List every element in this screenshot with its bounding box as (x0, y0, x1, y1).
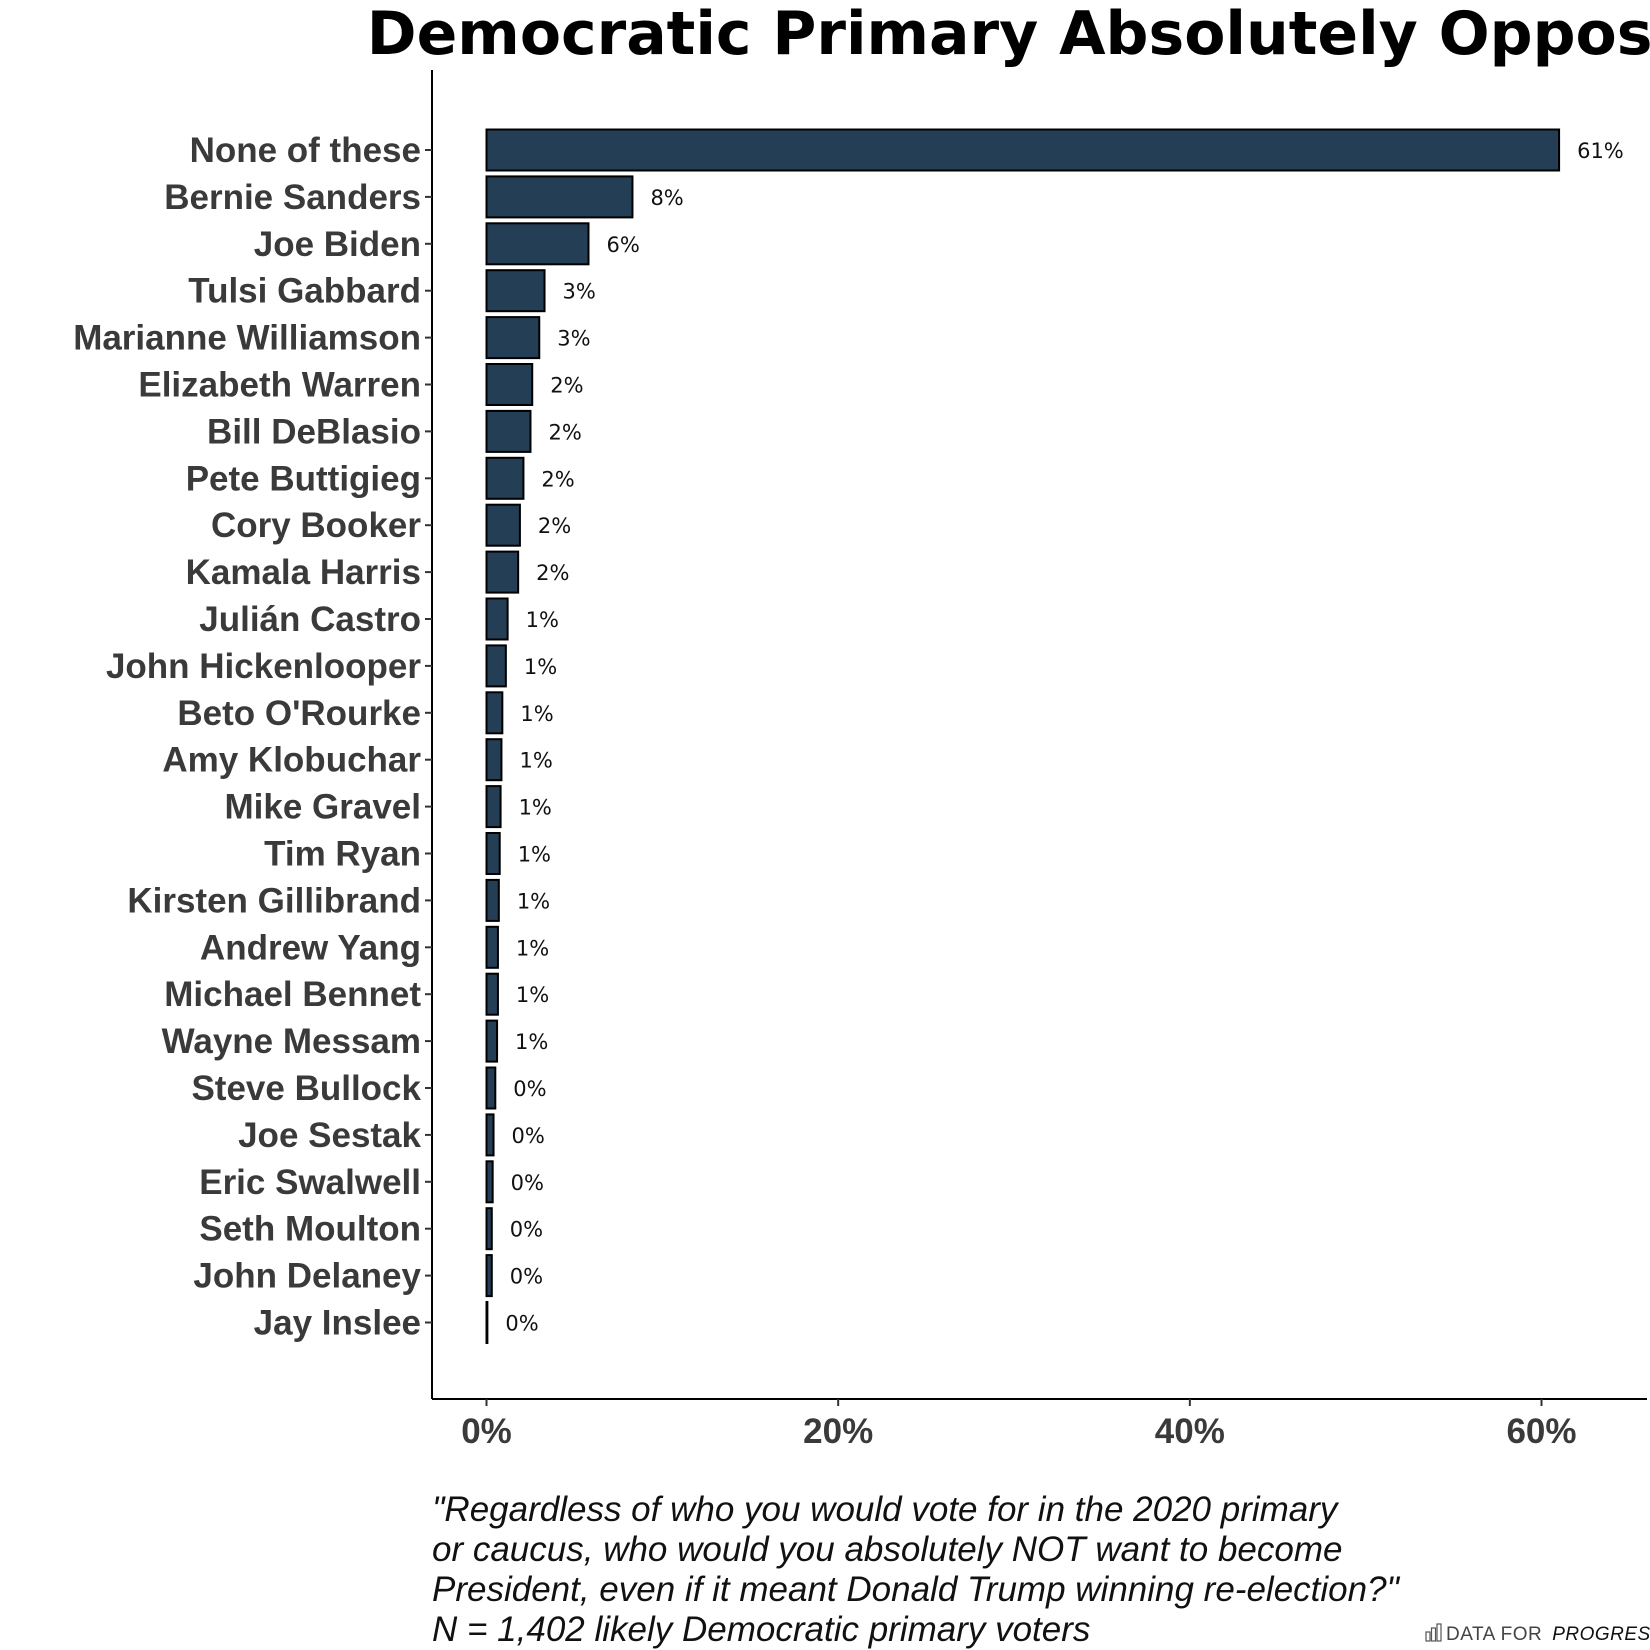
plot-area: None of these 61% Bernie Sanders 8% Joe Bide… (73, 70, 1647, 1451)
brand-data-text: DATA FOR (1446, 1624, 1542, 1645)
data-label: 1% (516, 936, 549, 960)
bar (485, 785, 502, 829)
bar (485, 503, 521, 547)
category-label: Elizabeth Warren (138, 366, 421, 405)
category-label: Tulsi Gabbard (188, 272, 421, 311)
category-label: Beto O'Rourke (177, 694, 421, 733)
bar (485, 1207, 493, 1251)
x-tick-label: 20% (803, 1412, 873, 1451)
bar (485, 878, 500, 922)
caption-line: President, even if it meant Donald Trump… (432, 1570, 1401, 1609)
bar (485, 175, 634, 219)
data-label: 0% (510, 1218, 543, 1242)
data-label: 0% (510, 1265, 543, 1289)
category-label: Bill DeBlasio (207, 412, 421, 451)
caption-line: N = 1,402 likely Democratic primary vote… (432, 1610, 1090, 1649)
bar (485, 925, 499, 969)
category-label: Pete Buttigieg (186, 459, 421, 498)
data-label: 2% (550, 374, 583, 398)
data-label: 3% (563, 280, 596, 304)
caption: "Regardless of who you would vote for in… (432, 1490, 1401, 1649)
category-label: Amy Klobuchar (162, 741, 421, 780)
bar (485, 363, 534, 406)
data-label: 0% (513, 1077, 546, 1101)
category-label: Kamala Harris (186, 553, 421, 592)
category-label: Julián Castro (199, 600, 421, 639)
data-label: 1% (519, 749, 552, 773)
bar (485, 456, 525, 500)
data-label: 1% (519, 796, 552, 820)
data-label: 0% (511, 1171, 544, 1195)
bar (485, 1254, 493, 1298)
category-label: John Delaney (193, 1257, 421, 1296)
category-label: Mike Gravel (225, 788, 422, 827)
svg-text:DATA FOR PROGRESS: DATA FOR PROGRESS (1446, 1624, 1650, 1645)
category-label: Kirsten Gillibrand (127, 881, 421, 920)
bar (485, 550, 520, 594)
data-label: 2% (538, 514, 571, 538)
data-label: 3% (557, 327, 590, 351)
bar (485, 644, 507, 688)
category-label: Cory Booker (211, 506, 421, 545)
data-label: 0% (512, 1124, 545, 1148)
bar (485, 222, 590, 266)
data-label: 1% (524, 655, 557, 679)
bar (485, 691, 504, 735)
caption-line: "Regardless of who you would vote for in… (432, 1490, 1340, 1529)
category-label: Joe Sestak (238, 1116, 421, 1155)
category-label: Michael Bennet (164, 975, 421, 1014)
data-label: 1% (526, 608, 559, 632)
category-label: Wayne Messam (162, 1022, 421, 1061)
bar (485, 832, 501, 875)
data-label: 2% (536, 561, 569, 585)
data-label: 0% (505, 1312, 538, 1336)
category-label: Andrew Yang (200, 928, 421, 967)
data-label: 61% (1577, 139, 1624, 163)
bar (485, 597, 509, 641)
category-label: Seth Moulton (199, 1210, 421, 1249)
data-label: 6% (606, 233, 639, 257)
data-label: 1% (520, 702, 553, 726)
bar (485, 1113, 495, 1157)
x-tick-label: 0% (461, 1412, 512, 1451)
data-label: 1% (518, 843, 551, 867)
x-tick-label: 60% (1506, 1412, 1576, 1451)
data-label: 1% (516, 983, 549, 1007)
bar (485, 409, 532, 453)
brand-logo: DATA FOR PROGRESS (1425, 1623, 1650, 1645)
data-label: 2% (548, 420, 581, 444)
category-label: John Hickenlooper (106, 647, 421, 686)
bar (485, 1160, 494, 1204)
brand-progress-text: PROGRESS (1552, 1624, 1650, 1645)
bar (485, 1066, 497, 1110)
x-tick-label: 40% (1155, 1412, 1225, 1451)
chart-title: Democratic Primary Absolutely Oppose (367, 0, 1650, 69)
category-label: None of these (190, 131, 421, 170)
category-label: Marianne Williamson (73, 319, 421, 358)
data-label: 8% (650, 186, 683, 210)
bar (485, 128, 1561, 172)
bar (485, 269, 546, 313)
bar (485, 738, 503, 782)
bar-chart-icon (1425, 1623, 1442, 1642)
bar (485, 316, 541, 360)
data-label: 1% (517, 889, 550, 913)
category-label: Steve Bullock (191, 1069, 421, 1108)
data-label: 1% (515, 1030, 548, 1054)
caption-line: or caucus, who would you absolutely NOT … (432, 1530, 1342, 1569)
bar (485, 1301, 489, 1344)
category-label: Bernie Sanders (164, 178, 421, 217)
bar (485, 972, 499, 1016)
data-label: 2% (541, 467, 574, 491)
category-label: Eric Swalwell (199, 1163, 421, 1202)
category-label: Joe Biden (254, 225, 421, 264)
category-label: Jay Inslee (254, 1304, 421, 1343)
category-label: Tim Ryan (264, 835, 421, 874)
bar (485, 1019, 499, 1063)
